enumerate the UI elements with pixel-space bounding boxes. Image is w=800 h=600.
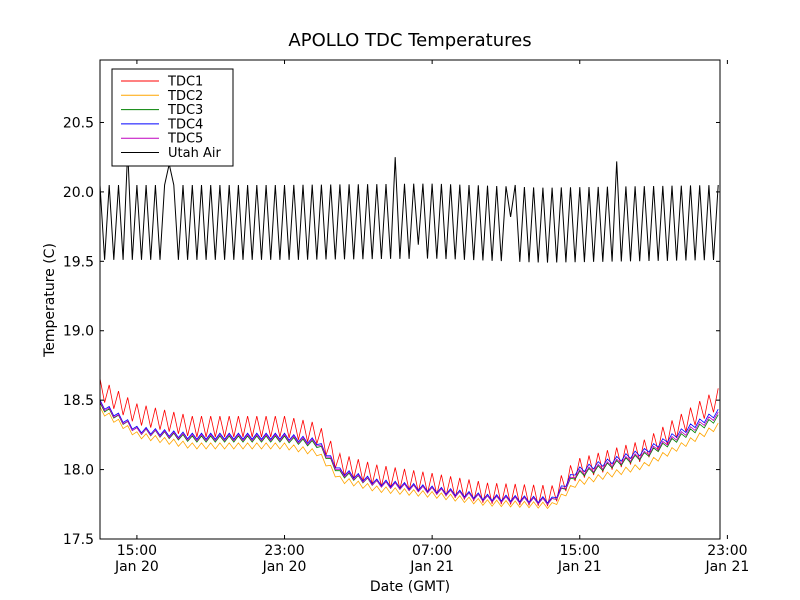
legend-label: TDC1 [167,75,203,90]
legend-label: TDC2 [167,89,203,104]
y-tick-label: 20.0 [63,185,94,201]
x-tick-date-label: Jan 20 [114,559,159,575]
y-tick-label: 19.5 [63,254,94,270]
series-line-tdc2 [100,406,719,510]
x-tick-date-label: Jan 21 [557,559,602,575]
x-axis-title: Date (GMT) [370,579,450,595]
series-lines [100,150,719,510]
legend-label: Utah Air [168,146,221,161]
y-tick-label: 18.5 [63,393,94,409]
x-tick-time-label: 07:00 [412,543,452,559]
legend-box [111,68,234,167]
legend-label: TDC4 [167,117,203,132]
y-tick-label: 19.0 [63,324,94,340]
y-tick-label: 17.5 [63,532,94,548]
x-tick-date-label: Jan 21 [704,559,749,575]
y-tick-label: 20.5 [63,115,94,131]
chart-title: APOLLO TDC Temperatures [288,30,531,51]
series-line-utah-air [100,150,719,263]
x-tick-date-label: Jan 20 [262,559,307,575]
legend-label: TDC3 [167,103,203,118]
series-line-tdc5 [100,401,719,506]
x-tick-date-label: Jan 21 [409,559,454,575]
series-line-tdc4 [100,399,719,504]
x-tick-time-label: 23:00 [707,543,747,559]
y-tick-label: 18.0 [63,463,94,479]
y-axis-title: Temperature (C) [42,243,58,358]
y-axis: 17.5 18.0 18.5 19.0 19.5 20.0 20.5 [63,115,720,548]
legend-label: TDC5 [167,132,203,147]
x-tick-time-label: 23:00 [264,543,304,559]
x-tick-time-label: 15:00 [560,543,600,559]
plot-frame [99,59,721,540]
x-tick-time-label: 15:00 [117,543,157,559]
